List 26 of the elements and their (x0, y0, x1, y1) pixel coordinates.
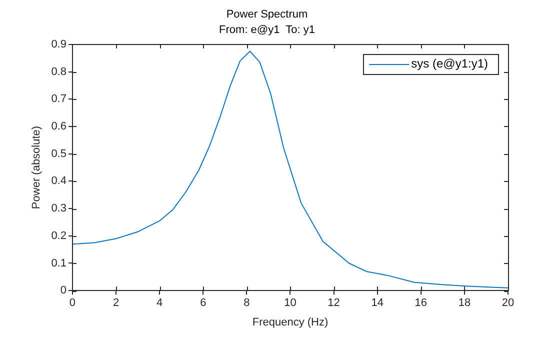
x-tick-label: 16 (414, 297, 428, 310)
y-tick-label: 0.9 (51, 38, 66, 50)
x-tick-label: 8 (244, 297, 250, 310)
y-tick-label: 0 (60, 284, 66, 297)
x-tick-label: 10 (284, 297, 296, 310)
x-tick-label: 12 (328, 297, 340, 310)
chart-subtitle: From: e@y1 To: y1 (219, 24, 315, 36)
y-tick-label: 0.8 (51, 66, 66, 78)
y-axis-title: Power (absolute) (30, 126, 43, 210)
y-tick-label: 0.3 (51, 202, 66, 215)
x-tick-label: 20 (502, 297, 514, 310)
y-tick-label: 0.5 (51, 148, 66, 160)
y-tick-label: 0.4 (51, 175, 66, 188)
x-tick-label: 0 (69, 297, 76, 310)
x-tick-label: 4 (156, 297, 163, 310)
x-axis-title: Frequency (Hz) (252, 316, 328, 328)
y-tick-label: 0.2 (51, 230, 66, 242)
x-tick-label: 6 (200, 297, 206, 310)
x-tick-label: 18 (458, 297, 471, 310)
y-tick-label: 0.6 (51, 120, 66, 132)
chart-title: Power Spectrum (226, 8, 308, 21)
y-tick-label: 0.1 (51, 257, 66, 270)
legend-label: sys (e@y1:y1) (411, 56, 488, 71)
x-tick-label: 14 (371, 297, 384, 310)
x-tick-label: 2 (112, 297, 120, 310)
y-tick-label: 0.7 (51, 93, 66, 106)
